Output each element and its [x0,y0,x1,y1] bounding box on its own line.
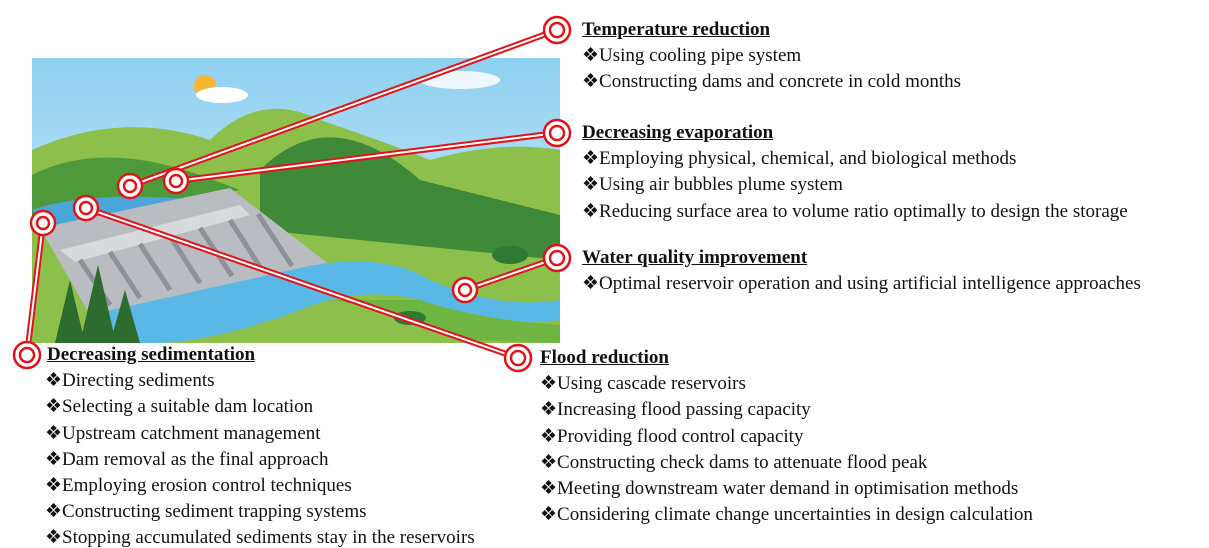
section-item: ❖Directing sediments [45,368,475,394]
section-item: ❖Using cascade reservoirs [540,371,1033,397]
landscape [32,58,560,343]
section-title: Water quality improvement [582,245,1168,271]
section-title: Decreasing sedimentation [47,342,475,368]
section-item: ❖Using air bubbles plume system [582,172,1128,198]
section: Water quality improvement❖Optimal reserv… [582,245,1168,297]
section-item: ❖Increasing flood passing capacity [540,397,1033,423]
section-item: ❖Stopping accumulated sediments stay in … [45,525,475,548]
section-item: ❖Meeting downstream water demand in opti… [540,476,1033,502]
section-item: ❖Employing erosion control techniques [45,473,475,499]
section: Decreasing sedimentation❖Directing sedim… [47,342,475,548]
section-item: ❖Constructing sediment trapping systems [45,499,475,525]
section-item: ❖Employing physical, chemical, and biolo… [582,146,1128,172]
section: Flood reduction❖Using cascade reservoirs… [540,345,1033,528]
section-item: ❖Using cooling pipe system [582,43,961,69]
section-item: ❖Selecting a suitable dam location [45,394,475,420]
diagram: Temperature reduction❖Using cooling pipe… [0,0,1209,548]
section-title: Decreasing evaporation [582,120,1128,146]
section-item: ❖Upstream catchment management [45,421,475,447]
section-item: ❖Reducing surface area to volume ratio o… [582,199,1128,225]
section-item: ❖Optimal reservoir operation and using a… [582,271,1168,297]
section-item: ❖Dam removal as the final approach [45,447,475,473]
section-item: ❖Considering climate change uncertaintie… [540,502,1033,528]
section-title: Flood reduction [540,345,1033,371]
section-item: ❖Constructing check dams to attenuate fl… [540,450,1033,476]
section: Decreasing evaporation❖Employing physica… [582,120,1128,225]
section-title: Temperature reduction [582,17,961,43]
section: Temperature reduction❖Using cooling pipe… [582,17,961,96]
section-item: ❖Constructing dams and concrete in cold … [582,69,961,95]
section-item: ❖Providing flood control capacity [540,424,1033,450]
